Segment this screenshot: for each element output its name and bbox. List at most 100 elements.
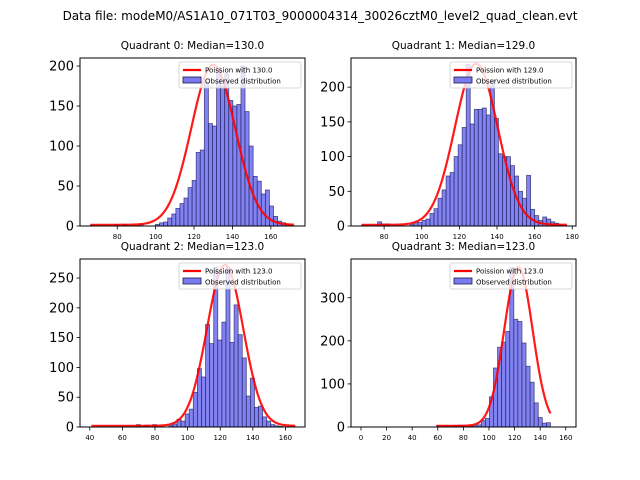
axes-frame [79,57,306,227]
histogram-bar [167,217,173,227]
x-tick-label: 160 [264,233,277,241]
y-tick-label: 200 [49,60,74,75]
x-tick-label: 180 [566,233,579,241]
histogram-bar [425,218,431,227]
poisson-curve [435,266,552,427]
histogram-bar [485,114,491,227]
legend-box [449,61,573,89]
histogram-bar [171,213,177,227]
y-tick-label: 100 [49,361,74,376]
histogram-bar [481,107,487,227]
histogram-bar [417,222,423,227]
histogram-bar [220,85,226,227]
histogram-bar [269,205,274,227]
histogram-bar [525,365,531,428]
histogram-bar [429,213,435,227]
x-tick-label: 140 [533,434,546,442]
histogram-bar [266,420,272,428]
histogram-bar [212,125,217,227]
histogram-bar [513,318,519,428]
histogram-bar [184,413,190,428]
histogram-bar [216,67,222,227]
y-tick-label: 50 [57,180,74,195]
panel-title: Quadrant 1: Median=129.0 [392,40,535,52]
histogram-bar [517,321,523,428]
x-tick-label: 160 [559,434,572,442]
histogram-bar [533,402,539,428]
x-tick-label: 100 [149,233,162,241]
x-tick-label: 60 [118,434,127,442]
histogram-bar [477,108,483,227]
panel-quadrant-1: Quadrant 1: Median=129.0 0 50 100 150 200 80 10… [320,40,579,241]
y-tick-label: 300 [320,291,345,306]
legend-label-observed: Observed distribution [476,279,552,287]
histogram-bar [441,189,447,227]
axes-frame [79,258,306,428]
panel-title: Quadrant 0: Median=130.0 [121,40,264,52]
x-tick-label: 140 [490,233,503,241]
y-tick-label: 150 [49,100,74,115]
histogram-bar [465,63,471,227]
x-tick-label: 120 [214,434,227,442]
y-tick-label: 100 [49,140,74,155]
histogram-bar [179,203,185,227]
panel-title: Quadrant 3: Median=123.0 [392,241,535,253]
histogram-bar [437,197,443,227]
y-tick-label: 0 [337,220,345,235]
x-tick-label: 140 [246,434,259,442]
histogram-bar [493,117,499,227]
legend: Poission with 123.0 Observed distribution [449,262,573,290]
y-tick-label: 0 [337,421,345,436]
x-tick-label: 0 [359,434,363,442]
panel-quadrant-0: Quadrant 0: Median=130.0 0 50 100 150 200 80 10… [49,40,306,241]
histogram-bar [241,357,247,428]
histogram-bars [89,65,295,227]
y-tick-label: 100 [320,377,345,392]
axes-frame [350,57,577,227]
histogram-bars [436,267,551,428]
histogram-bar [537,417,543,428]
histogram-bar [192,392,198,428]
legend: Poission with 129.0 Observed distribution [449,61,573,89]
histogram-bar [469,123,475,227]
y-tick-label: 150 [49,331,74,346]
histogram-bar [201,376,206,428]
x-tick-label: 100 [181,434,194,442]
y-tick-label: 200 [320,81,345,96]
x-tick-label: 40 [85,434,94,442]
histogram-bar [461,127,467,227]
x-tick-label: 60 [433,434,442,442]
histogram-bar [453,156,459,227]
x-tick-label: 80 [113,233,122,241]
histogram-bar [510,165,515,227]
x-tick-label: 120 [187,233,200,241]
legend-label-poisson: Poission with 123.0 [205,268,273,276]
histogram-bar [221,321,227,428]
x-tick-label: 100 [415,233,428,241]
legend-label-observed: Observed distribution [205,78,281,86]
histogram-bar [498,153,503,227]
histogram-bar [199,149,205,227]
x-tick-label: 20 [382,434,391,442]
histogram-bar [433,208,439,227]
histogram-bar [191,179,197,227]
histogram-bar [457,144,463,227]
x-tick-label: 80 [151,434,160,442]
histogram-bar [445,175,451,227]
histogram-bar [249,377,255,428]
x-tick-label: 120 [508,434,521,442]
x-tick-label: 80 [459,434,468,442]
histogram-bar [180,420,186,428]
histogram-bar [240,65,246,227]
legend-bar-swatch [453,76,473,84]
legend: Poission with 123.0 Observed distribution [178,262,302,290]
legend-label-poisson: Poission with 123.0 [476,268,544,276]
x-tick-label: 80 [380,233,389,241]
y-tick-label: 250 [49,272,74,287]
legend-bar-swatch [182,277,202,285]
histogram-bar [505,330,511,428]
y-tick-label: 50 [328,185,345,200]
x-tick-label: 100 [482,434,495,442]
histogram-bar [187,187,193,227]
